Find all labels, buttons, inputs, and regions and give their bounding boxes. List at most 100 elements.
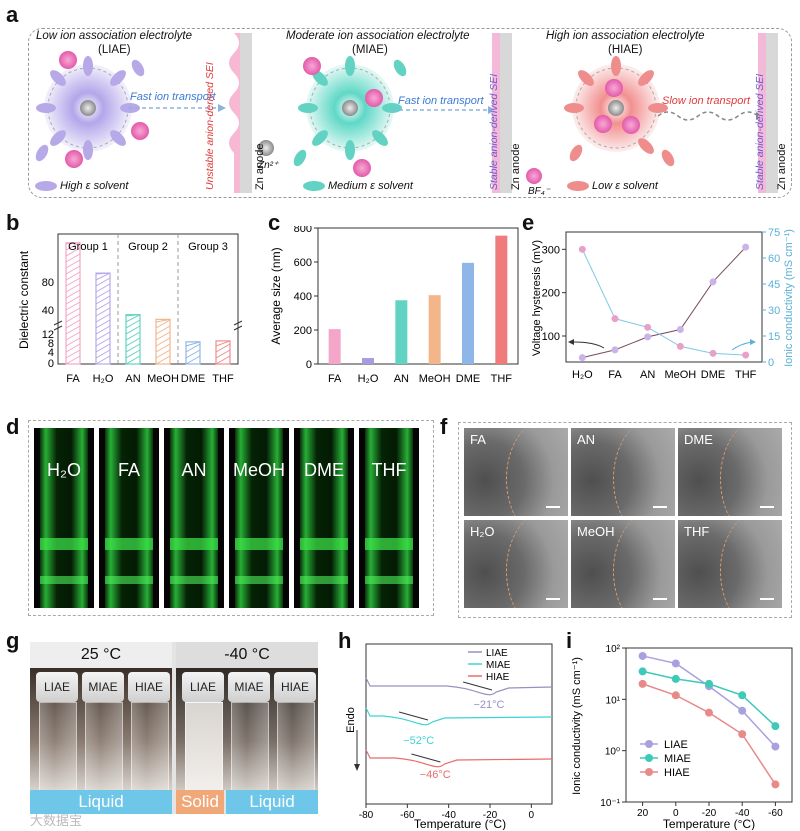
vial-0: LIAE: [36, 672, 78, 792]
cuvette-label-3: MeOH: [232, 460, 285, 480]
point-i-0-0: [638, 651, 647, 660]
tem-image-2: DME: [678, 428, 782, 516]
point-i-0-3: [738, 706, 747, 715]
xtick-b-5: THF: [212, 373, 234, 385]
point-e-1-1: [611, 315, 619, 323]
xlabel-i: Temperature (°C): [663, 817, 755, 830]
ytick-i-0: 10⁻¹: [600, 798, 620, 809]
point-e-1-3: [676, 342, 684, 350]
vial-2: HIAE: [128, 672, 170, 792]
cuvette-photo-3: MeOH: [229, 428, 289, 608]
tem-label-0: FA: [470, 432, 486, 447]
bar-b-0: [65, 242, 81, 365]
point-i-1-4: [771, 722, 780, 731]
cuvette-label-2: AN: [181, 460, 207, 480]
watermark: 大数据宝: [30, 813, 83, 828]
ytick-i-3: 10²: [606, 644, 621, 655]
legend-h-1: MIAE: [486, 660, 511, 671]
point-e-1-2: [644, 323, 652, 331]
point-e-1-0: [578, 245, 586, 253]
ytick-c-0: 0: [306, 359, 312, 371]
liae-legend: High ε solvent: [60, 180, 129, 192]
xtick-h-0: -80: [359, 810, 374, 821]
cuvette-label-1: FA: [117, 460, 140, 480]
ytick-e-right-0: 0: [768, 357, 774, 369]
xtick-c-1: H₂O: [358, 373, 379, 385]
xtick-h-1: -60: [400, 810, 415, 821]
panel-a-schematic: [35, 33, 778, 193]
hiae-cluster: [564, 56, 675, 167]
ytick-e-right-5: 75: [768, 227, 780, 239]
ytick-b-4: 4: [48, 347, 54, 359]
point-i-0-1: [671, 659, 680, 668]
panel-label-b: b: [6, 210, 20, 235]
hiae-sei: Stable anion-derived SEI: [754, 73, 766, 190]
group-label-1: Group 1: [68, 241, 108, 253]
ytick-e-right-1: 15: [768, 331, 780, 343]
vial-label-0: LIAE: [36, 672, 78, 702]
dsc-curve-2: [365, 749, 553, 768]
legend-i-1: MIAE: [664, 753, 691, 765]
dsc-curve-1: [365, 707, 553, 726]
panel-label-h: h: [338, 628, 352, 653]
hiae-transport: Slow ion transport: [662, 95, 751, 107]
point-i-1-0: [638, 667, 647, 676]
xtick-i-4: -60: [768, 808, 783, 819]
xtick-c-3: MeOH: [419, 373, 451, 385]
xtick-e-5: THF: [735, 369, 757, 381]
miae-transport: Fast ion transport: [398, 95, 484, 107]
legend-h-0: LIAE: [486, 648, 508, 659]
point-e-0-5: [742, 243, 750, 251]
legend-i-0: LIAE: [664, 739, 688, 751]
ytick-b-8: 8: [48, 338, 54, 350]
xtick-e-1: FA: [608, 369, 622, 381]
vial-label-1: MIAE: [82, 672, 124, 702]
point-i-2-2: [705, 708, 713, 717]
tem-image-5: THF: [678, 520, 782, 608]
cuvette-label-0: H₂O: [47, 460, 81, 480]
point-e-0-3: [676, 326, 684, 333]
point-i-1-1: [671, 674, 680, 683]
hiae-title: High ion association electrolyte: [546, 30, 705, 42]
bf4-legend: BF₄⁻: [528, 186, 551, 197]
tem-label-2: DME: [684, 432, 713, 447]
bar-c-5: [495, 235, 508, 364]
panel-b-chart: Group 1 Group 2 Group 3 80 40 12 8 4 0 D…: [17, 233, 243, 385]
vial-5: HIAE: [274, 672, 316, 792]
ylabel-e-right: Ionic conductivity (mS cm⁻¹): [783, 229, 795, 367]
point-e-0-2: [644, 333, 652, 341]
panel-label-e: e: [522, 210, 535, 235]
bar-c-0: [328, 329, 341, 364]
ylabel-h: Endo: [345, 707, 357, 733]
point-i-2-0: [638, 679, 647, 688]
axis-break: [53, 320, 243, 331]
state-solid: Solid: [176, 790, 224, 814]
panel-d-frame: [28, 420, 434, 616]
liae-title: Low ion association electrolyte: [36, 30, 192, 42]
dsc-annotation-0: −21°C: [473, 699, 504, 711]
hiae-anode: Zn anode: [776, 143, 788, 190]
series-i-0: [642, 655, 776, 748]
vial-1: MIAE: [82, 672, 124, 792]
panel-label-f: f: [440, 414, 448, 439]
ytick-b-12: 12: [42, 329, 54, 341]
point-e-0-4: [709, 278, 717, 286]
tem-image-4: MeOH: [571, 520, 675, 608]
ytick-c-2: 400: [294, 291, 312, 303]
panel-a-frame: [28, 28, 792, 198]
point-e-1-5: [742, 351, 750, 359]
xtick-b-4: DME: [181, 373, 205, 385]
miae-legend: Medium ε solvent: [328, 180, 413, 192]
panel-e-chart: 100 200 300 0 15 30 45 60 75 Voltage hysteresis …: [531, 227, 795, 381]
miae-cluster: [293, 56, 407, 177]
temp-banner-right: -40 °C: [176, 642, 318, 668]
dsc-annotation-1: −52°C: [403, 735, 434, 747]
ytick-e-right-3: 45: [768, 279, 780, 291]
tem-image-1: AN: [571, 428, 675, 516]
xtick-h-4: 0: [529, 810, 535, 821]
liae-cluster: [35, 51, 149, 168]
series-e-0: [582, 246, 747, 359]
xtick-c-0: FA: [328, 373, 342, 385]
bar-c-3: [428, 295, 441, 364]
